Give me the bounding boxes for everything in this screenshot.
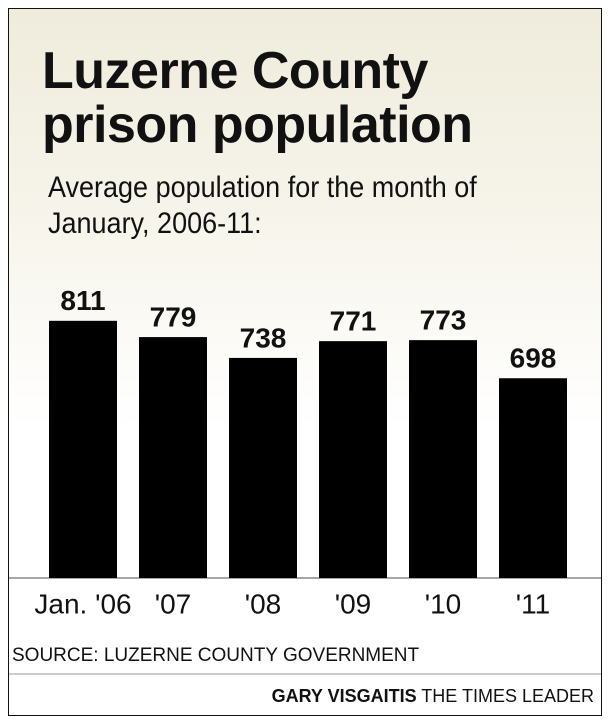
value-label: 811 <box>60 285 105 316</box>
x-tick-label: Jan. '06 <box>34 588 131 619</box>
bar <box>409 340 477 578</box>
value-label: 773 <box>420 305 467 336</box>
x-tick-label: '08 <box>245 588 282 619</box>
bar <box>319 341 387 578</box>
credit-author: GARY VISGAITIS <box>272 686 417 706</box>
value-label: 698 <box>510 343 557 374</box>
chart-subtitle: Average population for the month of Janu… <box>48 171 477 240</box>
x-tick-label: '09 <box>335 588 372 619</box>
chart-title: Luzerne County prison population <box>42 42 473 154</box>
credit: GARY VISGAITIS THE TIMES LEADER <box>272 686 594 706</box>
source: SOURCE: LUZERNE COUNTY GOVERNMENT <box>12 645 420 666</box>
x-tick-label: '07 <box>155 588 192 619</box>
bar <box>229 357 297 578</box>
bar <box>49 320 117 578</box>
value-label: 771 <box>330 306 377 337</box>
bar <box>139 337 207 578</box>
credit-outlet: THE TIMES LEADER <box>421 686 594 706</box>
value-label: 779 <box>150 301 197 332</box>
value-label: 738 <box>240 322 287 353</box>
x-tick-label: '11 <box>516 588 550 619</box>
bar <box>499 378 567 578</box>
x-tick-label: '10 <box>425 588 462 619</box>
